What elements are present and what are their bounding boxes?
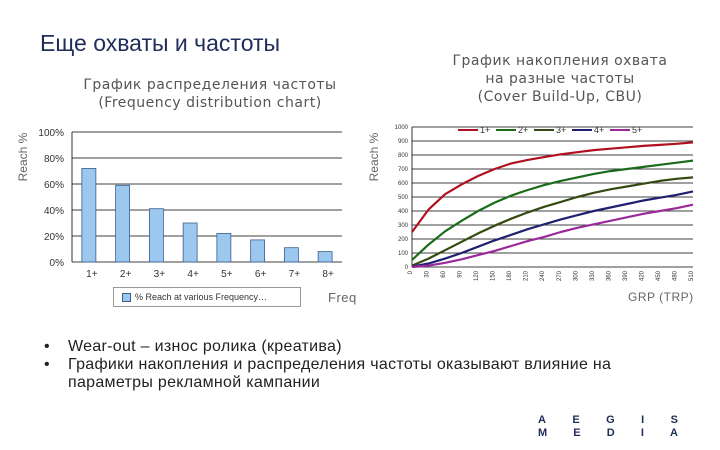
x-tick-label: 3+	[154, 269, 166, 280]
x-tick-label: 0	[408, 270, 414, 274]
bar	[283, 247, 299, 263]
y-tick-label: 200	[398, 237, 409, 243]
cbu-chart-title-line2: на разные частоты	[485, 71, 635, 87]
x-tick-label: 330	[590, 270, 596, 281]
x-tick-label: 5+	[221, 269, 233, 280]
y-tick-label: 1000	[395, 125, 409, 131]
series-line	[411, 159, 694, 261]
bar	[81, 167, 97, 263]
x-tick-label: 270	[557, 270, 563, 281]
y-tick-label: 300	[398, 223, 409, 229]
y-tick-label: 20%	[44, 232, 64, 243]
series-line	[411, 203, 694, 269]
bullet-list: • Wear-out – износ ролика (креатива) • Г…	[44, 338, 694, 392]
bullet-text: Графики накопления и распределения часто…	[68, 356, 612, 391]
x-tick-label: 120	[474, 270, 480, 281]
bullet-item: • Графики накопления и распределения час…	[44, 356, 694, 392]
x-tick-label: 30	[425, 270, 431, 277]
x-tick-label: 2+	[120, 269, 132, 280]
bar	[216, 232, 232, 263]
x-tick-label: 60	[441, 270, 447, 277]
aegis-media-logo: A E G I S M E D I A	[538, 414, 688, 440]
logo-letter: I	[640, 427, 644, 439]
cbu-chart-xlabel: GRP (TRP)	[628, 290, 694, 304]
y-tick-label: 80%	[44, 154, 64, 165]
legend-label: 2+	[518, 125, 528, 135]
logo-letter: I	[641, 414, 645, 426]
logo-row-top: A E G I S	[538, 414, 678, 427]
y-tick-label: 100%	[38, 128, 64, 139]
bullet-icon: •	[44, 356, 50, 373]
logo-letter: M	[538, 427, 548, 439]
y-tick-label: 60%	[44, 180, 64, 191]
legend-label: % Reach at various Frequency…	[135, 292, 268, 302]
y-tick-label: 900	[398, 139, 409, 145]
x-tick-label: 6+	[255, 269, 267, 280]
y-tick-label: 800	[398, 153, 409, 159]
bar	[317, 251, 333, 263]
x-tick-label: 300	[573, 270, 579, 281]
legend-label: 4+	[594, 125, 604, 135]
logo-letter: A	[538, 414, 546, 426]
y-tick-label: 0	[405, 265, 409, 271]
frequency-distribution-chart: 0% 20% 40% 60% 80% 100% 1+ 2+ 3+ 4+ 5+ 6+ 7+ 8+	[38, 128, 342, 280]
bar	[148, 208, 164, 263]
logo-letter: S	[670, 414, 678, 426]
x-tick-label: 390	[623, 270, 629, 281]
frequency-chart-title: График распределения частоты (Frequency …	[60, 76, 360, 112]
frequency-chart-legend: % Reach at various Frequency…	[113, 287, 301, 307]
x-tick-label: 4+	[187, 269, 199, 280]
cbu-chart-title-line3: (Cover Build-Up, CBU)	[477, 89, 643, 105]
frequency-chart-title-line1: График распределения частоты	[83, 77, 337, 93]
logo-letter: E	[573, 427, 581, 439]
x-tick-label: 7+	[289, 269, 301, 280]
frequency-chart-title-line2: (Frequency distribution chart)	[98, 95, 322, 111]
logo-letter: E	[572, 414, 580, 426]
x-tick-label: 210	[524, 270, 530, 281]
y-tick-label: 100	[398, 251, 409, 257]
logo-letter: G	[606, 414, 615, 426]
frequency-chart-xlabel: Freq	[328, 290, 357, 305]
series-line	[411, 141, 694, 233]
series-line	[411, 176, 694, 267]
legend-label: 5+	[632, 125, 642, 135]
x-tick-label: 450	[656, 270, 662, 281]
x-tick-label: 90	[458, 270, 464, 277]
x-tick-label: 150	[491, 270, 497, 281]
x-tick-label: 180	[507, 270, 513, 281]
x-tick-label: 8+	[322, 269, 334, 280]
x-tick-label: 480	[672, 270, 678, 281]
y-tick-label: 0%	[50, 258, 65, 269]
x-tick-label: 1+	[86, 269, 98, 280]
cbu-chart-title-line1: График накопления охвата	[452, 53, 668, 69]
series-line	[411, 190, 694, 268]
bar	[182, 222, 198, 263]
bar	[115, 184, 131, 263]
y-tick-label: 500	[398, 195, 409, 201]
y-tick-label: 700	[398, 167, 409, 173]
logo-letter: A	[670, 427, 678, 439]
logo-row-bottom: M E D I A	[538, 427, 678, 440]
bullet-item: • Wear-out – износ ролика (креатива)	[44, 338, 694, 356]
y-tick-label: 600	[398, 181, 409, 187]
legend-label: 3+	[556, 125, 566, 135]
bar	[250, 239, 266, 263]
legend-label: 1+	[480, 125, 490, 135]
x-tick-label: 420	[639, 270, 645, 281]
x-tick-label: 360	[606, 270, 612, 281]
x-tick-label: 510	[689, 270, 695, 281]
cbu-chart-title: График накопления охвата на разные часто…	[420, 52, 700, 106]
y-tick-label: 40%	[44, 206, 64, 217]
bullet-icon: •	[44, 338, 50, 355]
logo-letter: D	[606, 427, 615, 439]
x-tick-label: 240	[540, 270, 546, 281]
slide-title: Еще охваты и частоты	[40, 30, 281, 56]
cover-buildup-chart: 0 100 200 300 400 500 600 700 800 900 1000 0 30 60 90 1…	[395, 125, 695, 281]
legend-swatch	[122, 292, 131, 302]
y-tick-label: 400	[398, 209, 409, 215]
bullet-text: Wear-out – износ ролика (креатива)	[68, 338, 342, 355]
